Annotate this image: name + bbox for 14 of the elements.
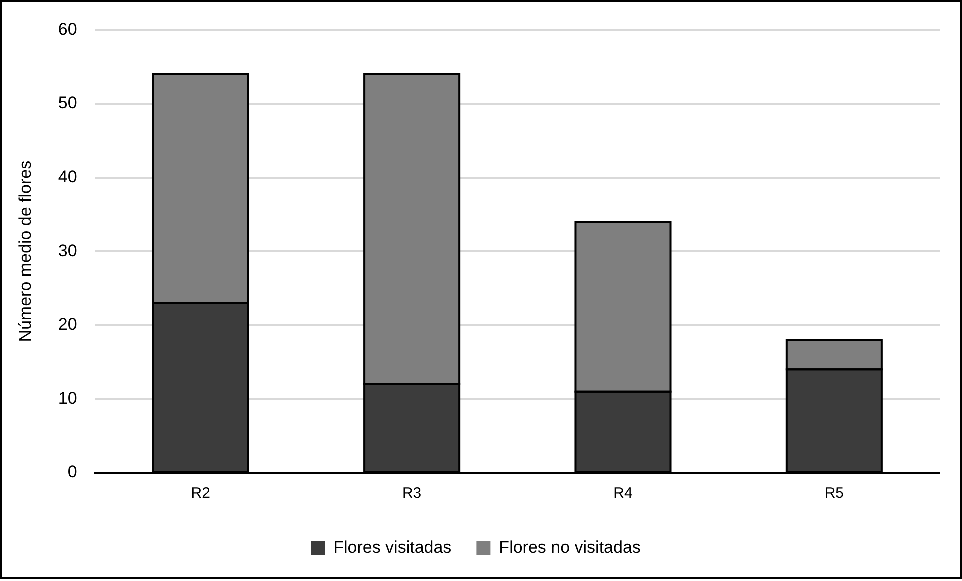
x-tick-label: R2 xyxy=(191,485,210,502)
x-tick-label: R4 xyxy=(614,485,633,502)
y-tick-label: 0 xyxy=(68,462,78,482)
y-axis-title: Número medio de flores xyxy=(16,160,35,342)
x-tick-label: R5 xyxy=(824,485,844,502)
legend-label: Flores visitadas xyxy=(334,538,452,558)
y-tick-label: 40 xyxy=(58,167,78,186)
y-tick-label: 20 xyxy=(58,315,78,334)
y-tick-label: 30 xyxy=(58,241,78,260)
legend-label: Flores no visitadas xyxy=(499,538,641,558)
x-tick-label: R3 xyxy=(402,485,422,502)
y-tick-label: 60 xyxy=(58,20,78,39)
y-tick-label: 50 xyxy=(58,94,78,113)
y-tick-label: 10 xyxy=(58,388,78,408)
